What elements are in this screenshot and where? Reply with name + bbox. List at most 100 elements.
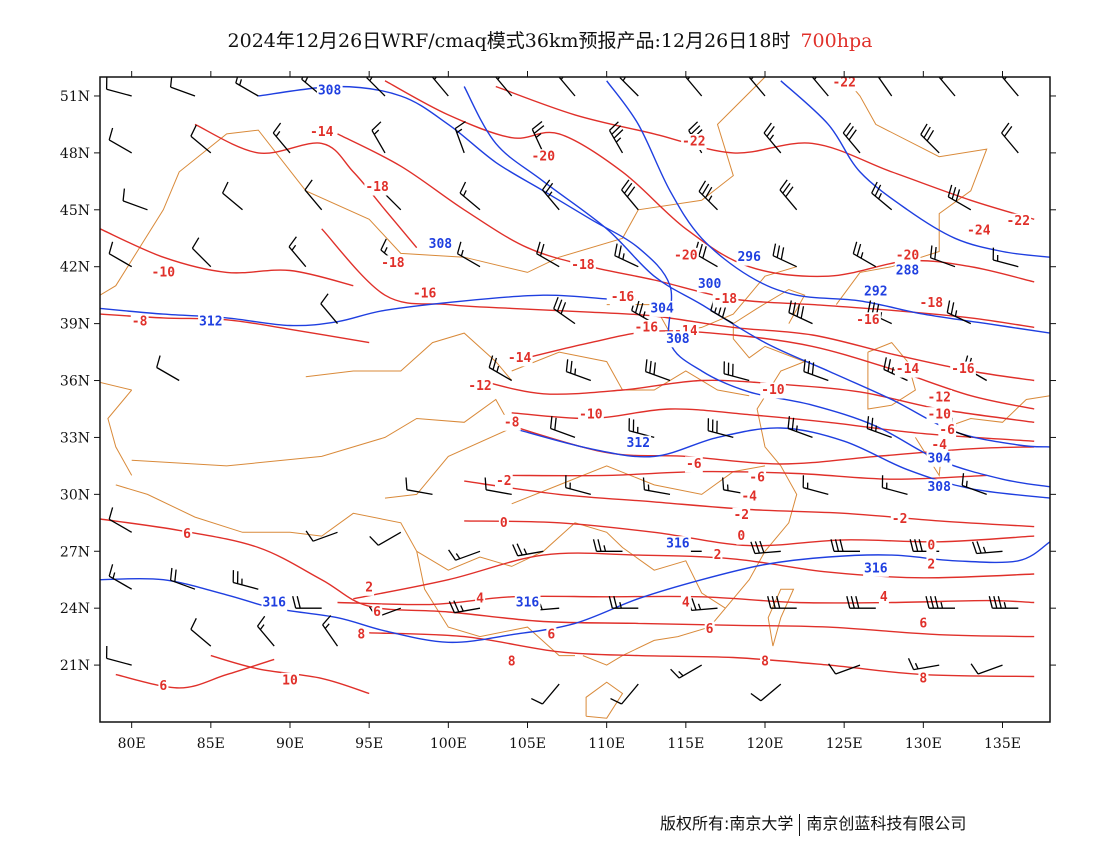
- copyright-footer: 版权所有:南京大学 南京创蓝科技有限公司: [660, 810, 966, 836]
- temperature-label-bg: [926, 407, 953, 424]
- wind-barb: [610, 683, 639, 705]
- temperature-label: -2: [892, 512, 908, 527]
- wind-barb: [907, 658, 940, 671]
- wind-barb: [122, 188, 148, 211]
- temperature-label: 6: [706, 622, 714, 637]
- temperature-label: -10: [761, 383, 785, 398]
- temperature-label: 2: [714, 548, 722, 563]
- temperature-label: -2: [733, 508, 749, 523]
- wind-barb: [802, 475, 829, 496]
- temperature-label: -16: [611, 290, 635, 305]
- wind-barb: [803, 359, 829, 382]
- wind-barb: [558, 77, 576, 97]
- wind-barb: [156, 355, 180, 382]
- axes-layer: 80E 85E 90E 95E 100E 105E 110E 115E 120E 125E 130E…: [60, 71, 1056, 752]
- wind-barb: [448, 600, 481, 614]
- wind-barb: [494, 77, 513, 97]
- temperature-label: 0: [500, 516, 508, 531]
- wind-barb: [108, 127, 133, 154]
- border-line: [511, 351, 750, 397]
- wind-barb: [992, 247, 1019, 268]
- temperature-contour: [194, 123, 418, 249]
- footer-left: 版权所有:南京大学: [660, 814, 794, 833]
- lat-tick-label: 36N: [60, 374, 90, 390]
- title-text: 2024年12月26日WRF/cmaq模式36km预报产品:12月26日18时: [227, 30, 791, 52]
- height-label-bg: [198, 314, 224, 331]
- temperature-label-bg: [158, 678, 169, 695]
- temperature-label-bg: [918, 670, 929, 687]
- wind-barb: [763, 122, 782, 154]
- wind-barb: [723, 361, 750, 382]
- wind-barb: [970, 663, 1003, 675]
- lat-tick-label: 24N: [60, 601, 90, 617]
- temperature-label: -12: [468, 379, 491, 394]
- height-label: 300: [698, 277, 722, 292]
- height-label-bg: [625, 435, 652, 452]
- height-contour: [606, 80, 1050, 334]
- wind-barb: [961, 473, 987, 496]
- wind-barb: [788, 300, 813, 325]
- lon-tick-label: 125E: [826, 736, 863, 752]
- temperature-contour: [100, 228, 354, 287]
- wind-barb: [828, 663, 861, 675]
- height-label-bg: [863, 560, 889, 577]
- wind-barb: [512, 543, 544, 557]
- wind-barb: [459, 181, 481, 211]
- temperature-label: 6: [919, 616, 927, 631]
- height-label-bg: [696, 276, 723, 293]
- wind-barb: [608, 121, 624, 154]
- height-label: 316: [516, 596, 540, 611]
- wind-barb: [698, 180, 718, 211]
- temperature-label-bg: [831, 77, 857, 92]
- temperature-label: -8: [132, 315, 148, 330]
- temperature-label: -22: [832, 76, 855, 91]
- temperature-label: -6: [686, 457, 702, 472]
- border-line: [115, 484, 575, 657]
- wind-barb: [592, 539, 623, 552]
- lon-tick-label: 100E: [430, 736, 467, 752]
- temperature-label-bg: [673, 247, 699, 264]
- temperature-label-bg: [130, 314, 149, 331]
- temperature-label: 8: [508, 654, 516, 669]
- height-label: 308: [666, 332, 690, 347]
- temperature-label-bg: [411, 285, 438, 302]
- temperature-label: 4: [476, 592, 484, 607]
- wind-barb: [549, 416, 576, 439]
- height-label: 304: [650, 301, 674, 316]
- temperature-label-bg: [281, 672, 299, 689]
- wind-barb: [779, 179, 798, 211]
- temperature-label-bg: [736, 528, 747, 545]
- temperature-label: 6: [159, 679, 167, 694]
- height-contour: [780, 80, 1050, 258]
- height-label-bg: [863, 283, 889, 300]
- wind-barb: [108, 241, 133, 268]
- wind-barb: [670, 664, 703, 679]
- wind-barb: [866, 416, 892, 439]
- border-line: [582, 288, 806, 666]
- temperature-label-bg: [930, 437, 949, 454]
- height-label-bg: [736, 249, 763, 266]
- wind-barb: [366, 77, 386, 97]
- height-label-bg: [261, 595, 288, 611]
- temperature-label-bg: [506, 350, 533, 367]
- temperature-label-bg: [740, 488, 759, 505]
- wind-barb: [288, 236, 307, 268]
- border-line: [767, 588, 795, 647]
- pressure-level: 700hpa: [800, 30, 873, 52]
- wind-barb: [811, 77, 829, 97]
- wind-barb: [256, 615, 275, 647]
- wind-barb: [191, 237, 212, 268]
- border-line: [100, 77, 766, 391]
- temperature-label-bg: [855, 312, 881, 329]
- temperature-label-bg: [530, 149, 557, 166]
- footer-right: 南京创蓝科技有限公司: [806, 814, 967, 833]
- wind-barb: [222, 181, 243, 211]
- wind-barb: [642, 477, 671, 496]
- temperature-label-bg: [748, 469, 767, 486]
- height-label: 312: [199, 315, 222, 330]
- wind-barb: [772, 243, 797, 268]
- temperature-label: -2: [496, 474, 512, 489]
- wind-barb: [920, 123, 940, 154]
- temperature-label: -22: [1007, 214, 1030, 229]
- temperature-label-bg: [570, 257, 596, 274]
